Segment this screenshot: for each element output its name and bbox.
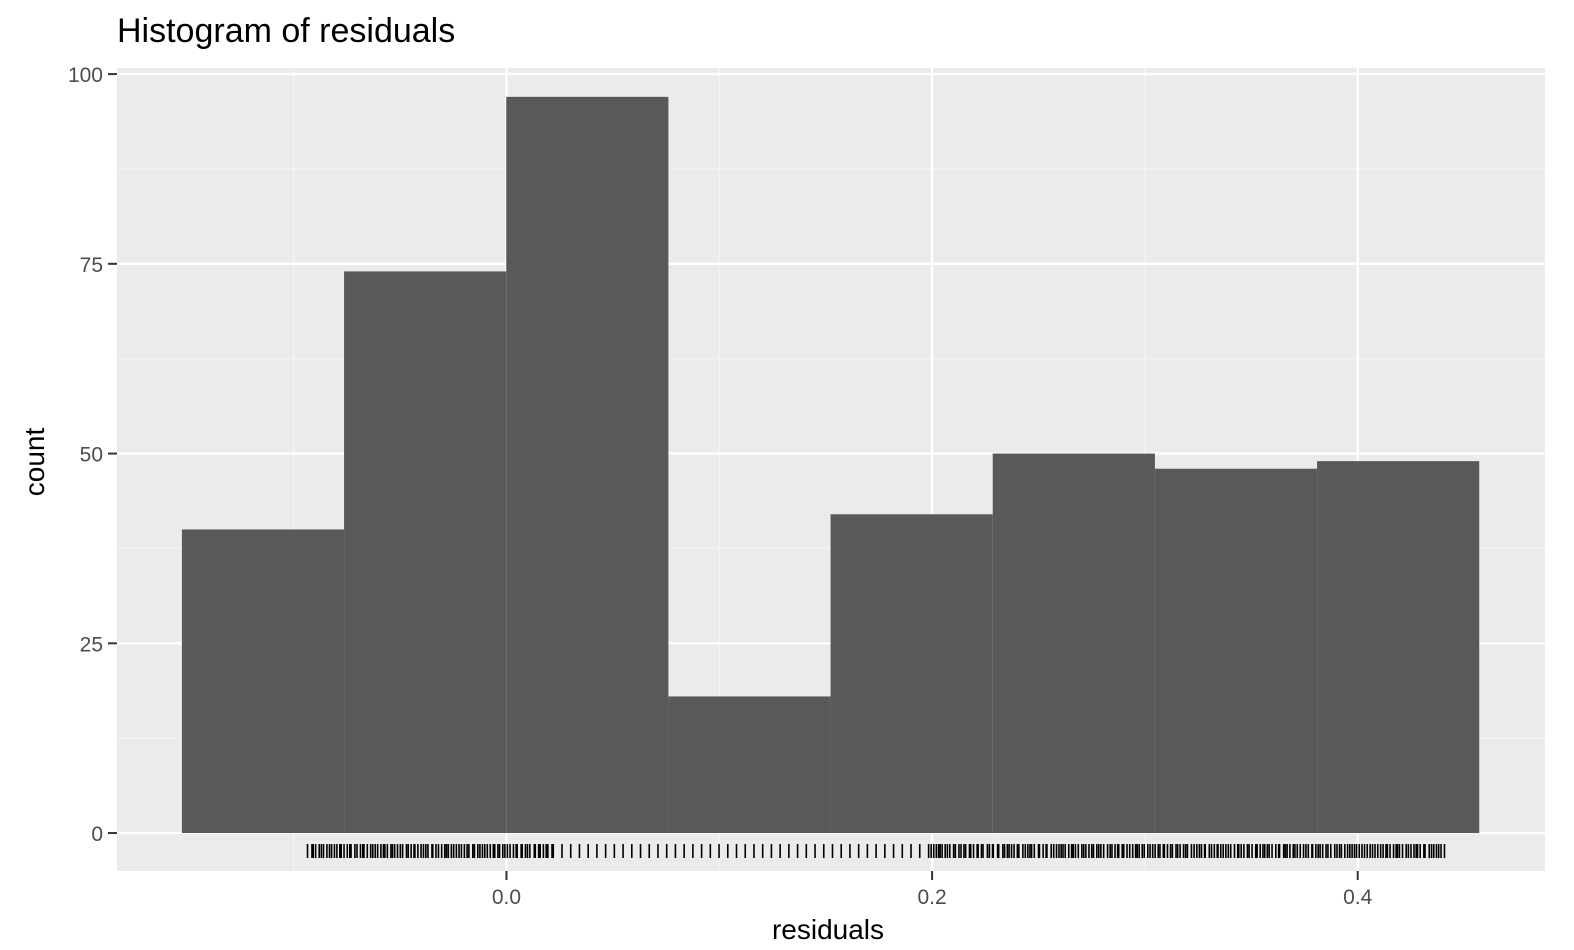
- x-tick-label: 0.0: [492, 886, 521, 909]
- histogram-bar: [668, 696, 831, 834]
- x-axis-title: residuals: [772, 914, 884, 945]
- histogram-bar: [830, 514, 993, 834]
- histogram-bar: [181, 529, 345, 834]
- histogram-bar: [344, 271, 507, 834]
- y-axis-title: count: [19, 428, 50, 497]
- histogram-bar: [1317, 461, 1480, 834]
- y-tick-label: 50: [80, 444, 103, 467]
- y-tick-label: 75: [80, 254, 103, 277]
- histogram-bar: [992, 453, 1155, 834]
- rug-marks: [306, 844, 1446, 858]
- y-tick-label: 25: [80, 633, 103, 656]
- histogram-bar: [506, 96, 669, 834]
- histogram-bar: [1154, 468, 1318, 834]
- x-tick-label: 0.4: [1343, 886, 1373, 909]
- y-tick-label: 100: [68, 64, 103, 87]
- x-tick-label: 0.2: [917, 886, 946, 909]
- chart-title: Histogram of residuals: [117, 12, 455, 50]
- y-axis: 0 25 50 75 100: [68, 64, 117, 846]
- y-tick-label: 0: [91, 823, 103, 846]
- histogram-bars: [181, 96, 1480, 834]
- x-axis: 0.0 0.2 0.4: [492, 871, 1373, 909]
